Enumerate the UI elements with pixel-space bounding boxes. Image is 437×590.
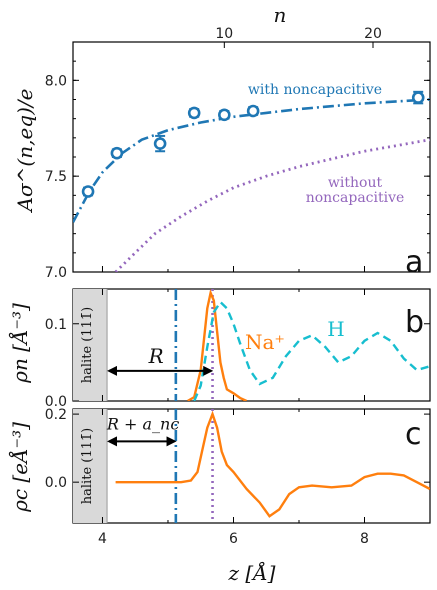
na-series-label: Na⁺	[245, 330, 285, 354]
x-tick-label: 4	[98, 531, 107, 547]
halite-label: halite (111̄)	[80, 307, 95, 383]
without-label-line1: without	[328, 175, 383, 191]
y-tick-label: 8.0	[45, 73, 67, 89]
series-line	[115, 410, 430, 518]
data-point	[81, 185, 95, 198]
y-tick-label: 7.5	[45, 169, 67, 185]
data-point	[411, 91, 425, 104]
data-point	[110, 146, 124, 160]
data-point	[187, 106, 201, 120]
r-arrow-label: R	[148, 344, 164, 368]
x-tick-label: 8	[360, 531, 369, 547]
data-point	[153, 137, 167, 150]
top-tick-label: 20	[364, 26, 382, 42]
x-tick-label: 6	[229, 531, 238, 547]
panel-c-ylabel: ρc [eÅ⁻³]	[7, 422, 32, 513]
series-line	[186, 289, 248, 401]
x-axis-label: z [Å]	[228, 560, 276, 585]
panel-a-letter: a	[405, 245, 423, 280]
fit-line-with-noncapacitive	[73, 98, 430, 223]
halite-shade	[73, 289, 108, 401]
panel-a-plot	[73, 90, 430, 272]
panel-a-frame	[72, 41, 431, 273]
y-tick-label: 0.0	[45, 475, 67, 491]
y-tick-label: 7.0	[45, 265, 67, 281]
panel-b-ylabel: ρn [Å⁻³]	[7, 303, 32, 384]
y-tick-label: 0.2	[45, 407, 67, 423]
top-axis-label: n	[274, 3, 287, 27]
data-point	[246, 104, 260, 118]
halite-shade	[73, 409, 108, 523]
halite-label: halite (111̄)	[80, 428, 95, 504]
panel-c-plot	[73, 409, 430, 523]
panel-b-letter: b	[405, 305, 424, 340]
y-tick-label: 0.0	[45, 394, 67, 410]
without-label-line2: noncapacitive	[306, 190, 405, 206]
with-noncapacitive-label: with noncapacitive	[248, 82, 382, 98]
line-without-noncapacitive	[114, 138, 430, 272]
r-anc-arrow-label: R + a_nc	[106, 414, 179, 433]
panel-a-ylabel: Aσ^(n,eq)/e	[13, 89, 37, 214]
series-line	[193, 300, 430, 401]
panel-c-letter: c	[405, 417, 422, 452]
h-series-label: H	[327, 317, 344, 341]
y-tick-label: 0.1	[45, 317, 67, 333]
top-tick-label: 10	[215, 26, 233, 42]
data-point	[218, 108, 231, 122]
panel-b-plot	[73, 289, 430, 401]
